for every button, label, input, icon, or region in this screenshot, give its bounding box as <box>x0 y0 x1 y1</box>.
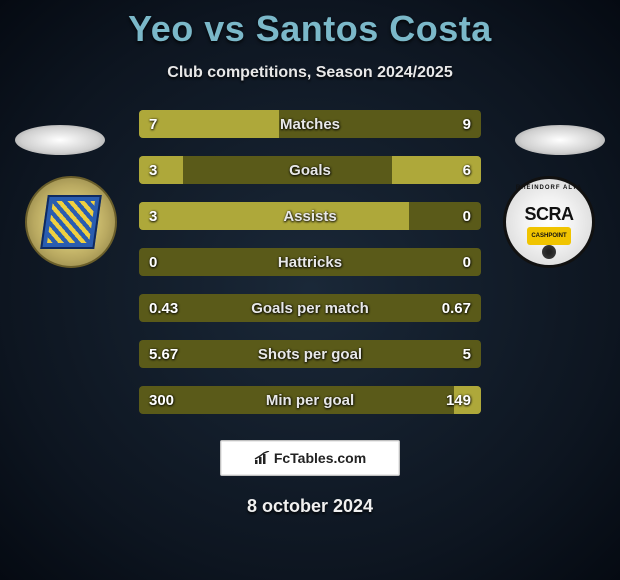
stats-list: 7 Matches 9 3 Goals 6 3 Assists 0 0 Hatt… <box>139 110 481 414</box>
stat-label: Min per goal <box>139 392 481 409</box>
stat-row: 0.43 Goals per match 0.67 <box>139 294 481 322</box>
stat-label: Hattricks <box>139 254 481 271</box>
country-flag-right <box>515 125 605 155</box>
brand-label: FcTables.com <box>274 450 366 466</box>
club-badge-right-sublabel: CASHPOINT <box>527 227 571 245</box>
stat-value-right: 6 <box>463 162 471 179</box>
club-badge-right-ball-icon <box>542 245 556 259</box>
stat-row: 300 Min per goal 149 <box>139 386 481 414</box>
page-title: Yeo vs Santos Costa <box>0 0 620 50</box>
club-badge-right-label: SCRA <box>524 204 573 225</box>
stat-label: Assists <box>139 208 481 225</box>
subtitle: Club competitions, Season 2024/2025 <box>0 64 620 82</box>
brand-link[interactable]: FcTables.com <box>220 440 400 476</box>
date-label: 8 october 2024 <box>0 496 620 517</box>
club-badge-right: RHEINDORF ALTA SCRA CASHPOINT <box>503 176 595 268</box>
stat-label: Goals per match <box>139 300 481 317</box>
stat-label: Matches <box>139 116 481 133</box>
stat-label: Goals <box>139 162 481 179</box>
club-badge-right-arc: RHEINDORF ALTA <box>516 185 582 191</box>
stat-value-right: 5 <box>463 346 471 363</box>
stat-row: 0 Hattricks 0 <box>139 248 481 276</box>
stat-row: 7 Matches 9 <box>139 110 481 138</box>
stat-value-right: 0 <box>463 208 471 225</box>
club-badge-left <box>25 176 117 268</box>
stat-value-right: 149 <box>446 392 471 409</box>
chart-icon <box>254 451 270 465</box>
stat-value-right: 9 <box>463 116 471 133</box>
stat-row: 3 Goals 6 <box>139 156 481 184</box>
country-flag-left <box>15 125 105 155</box>
stat-value-right: 0.67 <box>442 300 471 317</box>
stat-label: Shots per goal <box>139 346 481 363</box>
stat-row: 3 Assists 0 <box>139 202 481 230</box>
club-badge-left-shield <box>40 195 102 249</box>
stat-row: 5.67 Shots per goal 5 <box>139 340 481 368</box>
stat-value-right: 0 <box>463 254 471 271</box>
